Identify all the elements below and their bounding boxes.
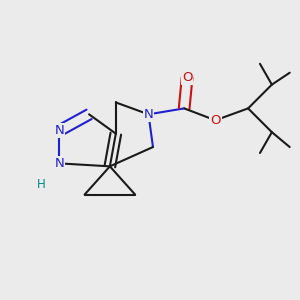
Text: O: O — [182, 71, 192, 84]
Text: N: N — [55, 157, 64, 170]
Text: H: H — [37, 178, 46, 191]
Text: N: N — [55, 124, 64, 137]
Text: N: N — [144, 108, 153, 121]
Text: O: O — [210, 114, 220, 127]
